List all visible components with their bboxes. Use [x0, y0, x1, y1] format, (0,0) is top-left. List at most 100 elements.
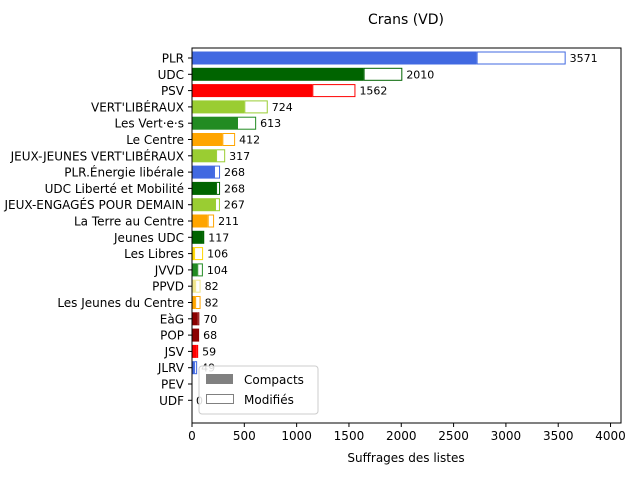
bar-modifies	[216, 149, 226, 163]
bar-compacts	[192, 279, 196, 293]
bar-modifies	[207, 214, 215, 228]
category-label: UDC Liberté et Mobilité	[45, 182, 184, 196]
legend-label: Compacts	[244, 373, 304, 387]
x-tick-label: 2000	[386, 429, 417, 443]
bar-compacts	[192, 116, 237, 130]
x-tick-label: 3500	[543, 429, 574, 443]
category-label: VERT'LIBÉRAUX	[91, 99, 184, 114]
bar-compacts	[192, 214, 208, 228]
value-label: 268	[224, 166, 245, 179]
bar-modifies	[216, 181, 221, 195]
legend-swatch-filled	[206, 374, 233, 384]
x-axis-label: Suffrages des listes	[347, 451, 464, 465]
bar-modifies	[196, 344, 199, 358]
category-label: PLR.Énergie libérale	[64, 165, 184, 180]
bar-compacts	[192, 149, 217, 163]
value-label: 70	[203, 313, 217, 326]
bar-modifies	[213, 165, 221, 179]
value-label: 724	[272, 101, 293, 114]
value-label: 1562	[359, 85, 387, 98]
legend-swatch-outline	[206, 394, 234, 404]
bar-compacts	[192, 344, 197, 358]
bar-compacts	[192, 328, 200, 342]
category-label: POP	[160, 329, 184, 343]
category-label: La Terre au Centre	[74, 215, 184, 229]
value-label: 211	[218, 215, 239, 228]
x-tick-label: 2500	[438, 429, 469, 443]
chart-title: Crans (VD)	[368, 12, 444, 28]
x-tick-label: 3000	[491, 429, 522, 443]
category-label: PLR	[162, 52, 184, 66]
category-label: Jeunes UDC	[113, 231, 184, 245]
category-label: Les Libres	[124, 247, 184, 261]
bar-compacts	[192, 312, 198, 326]
bar-compacts	[192, 133, 223, 146]
value-label: 3571	[570, 52, 598, 65]
category-label: Le Centre	[126, 133, 184, 147]
category-label: EàG	[160, 312, 184, 326]
bar-modifies	[194, 361, 198, 375]
legend: Compacts Modifiés	[198, 365, 319, 415]
bar-compacts	[192, 51, 477, 65]
x-tick-label: 4000	[595, 429, 626, 443]
value-label: 268	[224, 182, 245, 195]
bar-modifies	[222, 133, 236, 146]
category-label: UDC	[158, 68, 184, 82]
category-label: PPVD	[152, 280, 184, 294]
bar-modifies	[202, 230, 205, 244]
value-label: 82	[205, 297, 219, 310]
bar-compacts	[192, 100, 245, 114]
category-label: JSV	[164, 345, 185, 359]
plot-frame	[191, 47, 622, 424]
value-label: 317	[229, 150, 250, 163]
value-label: 2010	[406, 68, 434, 81]
category-label: JEUX-ENGAGÉS POUR DEMAIN	[3, 197, 184, 212]
category-label: JEUX-JEUNES VERT'LIBÉRAUX	[10, 148, 184, 163]
x-tick-label: 1000	[281, 429, 312, 443]
x-axis-ticks: 0 500 1000 1500 2000 2500 3000 3500 4000	[188, 423, 626, 443]
bar-compacts	[192, 84, 313, 98]
bar-modifies	[236, 116, 257, 130]
bar-modifies	[197, 312, 200, 326]
bar-modifies	[312, 84, 356, 98]
bar-compacts	[192, 198, 216, 212]
bar-modifies	[363, 67, 403, 81]
bar-modifies	[244, 100, 268, 114]
value-label: 68	[203, 329, 217, 342]
value-label: 412	[239, 134, 260, 147]
bar-compacts	[192, 361, 195, 375]
value-label: 82	[205, 280, 219, 293]
bar-compacts	[192, 165, 214, 179]
bar-modifies	[215, 198, 220, 212]
bars-group	[192, 51, 566, 375]
bar-compacts	[192, 67, 364, 81]
value-label: 106	[207, 248, 228, 261]
x-tick-label: 0	[188, 429, 196, 443]
value-label: 59	[202, 345, 216, 358]
category-label: JVVD	[154, 263, 184, 277]
bar-compacts	[192, 296, 196, 309]
bar-compacts	[192, 247, 195, 261]
bar-modifies	[195, 296, 201, 309]
category-label: Les Vert·e·s	[115, 117, 185, 131]
category-label: JLRV	[157, 361, 185, 375]
category-label: Les Jeunes du Centre	[57, 296, 184, 310]
x-tick-label: 1500	[334, 429, 365, 443]
value-label: 104	[207, 264, 228, 277]
bar-modifies	[195, 279, 201, 293]
bar-modifies	[194, 247, 204, 261]
bar-modifies	[476, 51, 566, 65]
category-label: PSV	[161, 84, 185, 98]
value-label: 267	[224, 199, 245, 212]
bar-modifies	[197, 263, 203, 277]
legend-label: Modifiés	[244, 393, 294, 407]
value-label: 117	[208, 231, 229, 244]
bar-compacts	[192, 181, 217, 195]
x-tick-label: 500	[233, 429, 256, 443]
category-label: PEV	[161, 378, 185, 392]
bar-compacts	[192, 263, 198, 277]
category-label: UDF	[159, 394, 184, 408]
